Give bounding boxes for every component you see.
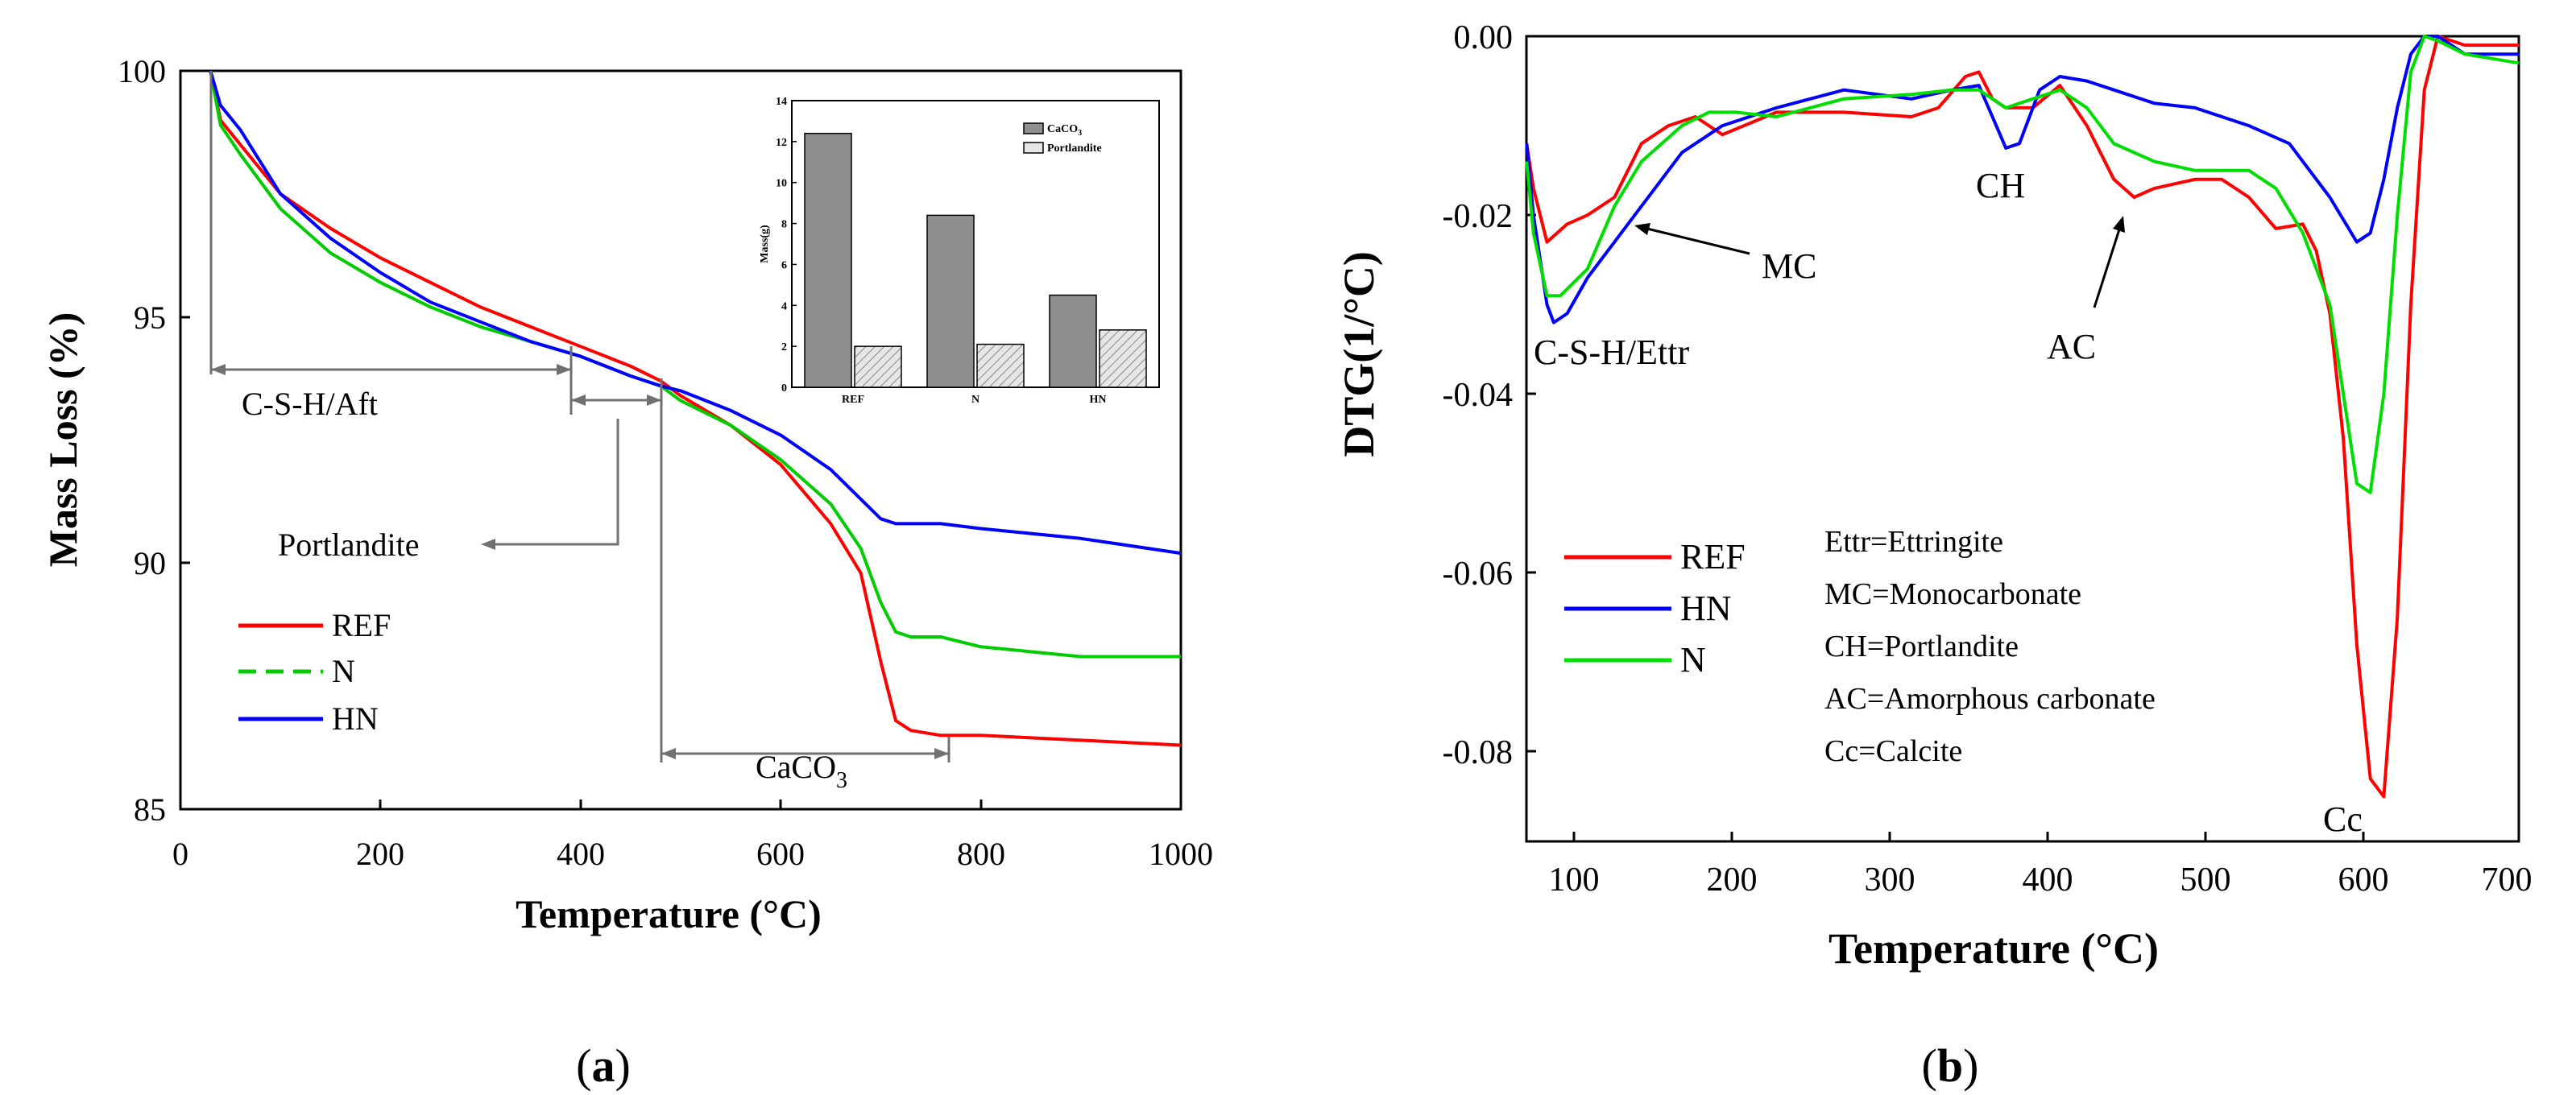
panel-a-x-tick-label: 400 (557, 836, 605, 872)
inset-y-tick-label: 12 (776, 137, 787, 149)
panel-b-x-tick-label: 600 (2338, 862, 2389, 899)
panel-b-x-tick-label: 200 (1707, 862, 1758, 899)
inset-y-tick-label: 6 (781, 259, 787, 271)
panel-a-plot-frame (179, 69, 1182, 811)
note-line: CH=Portlandite (1824, 630, 2019, 663)
panel-b-x-axis-title: Temperature (°C) (1828, 924, 2159, 973)
series-line-ref (1525, 35, 2519, 799)
panel-a-y-tick-label: 85 (134, 791, 166, 828)
panel-a-x-tick-label: 1000 (1149, 836, 1213, 872)
panel-b-y-axis: 0.00 -0.02 -0.04 -0.06 -0.08 (1443, 19, 1536, 771)
panel-b-series-group (1525, 35, 2520, 799)
series-line-hn (209, 70, 1182, 556)
annotation-cc: Cc (2323, 800, 2363, 839)
panel-a-annotations: C-S-H/Aft Portlandite CaCO3 (209, 71, 950, 793)
inset-y-tick-label: 4 (781, 300, 787, 312)
caption-b: (b) (1922, 1039, 1979, 1092)
panel-b: 100 200 300 400 500 600 700 0.00 -0.02 -… (1335, 19, 2533, 1092)
panel-a: 0 200 400 600 800 1000 85 90 95 100 Temp… (40, 53, 1213, 1092)
inset-legend-swatch-portlandite (1023, 142, 1044, 154)
panel-b-y-tick-label: 0.00 (1454, 19, 1514, 56)
inset-bar-n-caco3 (926, 214, 975, 388)
panel-b-x-tick-label: 100 (1549, 862, 1600, 899)
panel-a-legend: REF N HN (238, 607, 391, 737)
annotation-ch: CH (1976, 166, 2025, 205)
inset-y-tick-label: 14 (776, 96, 787, 108)
inset-category-label: HN (1090, 394, 1107, 406)
note-line: Cc=Calcite (1824, 734, 1962, 768)
panel-b-x-tick-label: 400 (2023, 862, 2073, 899)
panel-b-notes: Ettr=Ettringite MC=Monocarbonate CH=Port… (1824, 525, 2156, 768)
series-line-n (1525, 35, 2520, 494)
legend-label-hn: HN (1680, 589, 1732, 628)
annotation-caco3: CaCO3 (756, 749, 847, 793)
panel-b-y-axis-title: DTG(1/°C) (1335, 251, 1383, 457)
legend-label-ref: REF (332, 607, 391, 643)
inset-legend-label-portlandite: Portlandite (1047, 143, 1102, 155)
inset-y-tick-label: 2 (781, 341, 787, 353)
panel-b-y-tick-label: -0.08 (1443, 734, 1514, 771)
inset-y-axis: 0 2 4 6 8 10 12 14 (776, 96, 797, 395)
legend-label-ref: REF (1680, 537, 1746, 576)
panel-b-annotations: MC C-S-H/Ettr CH AC Cc (1534, 166, 2363, 839)
inset-bar-hn-portlandite (1099, 329, 1147, 388)
panel-b-y-tick-label: -0.02 (1443, 198, 1514, 235)
inset-y-tick-label: 10 (776, 178, 787, 190)
inset-bar-hn-caco3 (1049, 294, 1097, 388)
inset-y-tick-label: 0 (781, 382, 787, 395)
panel-a-x-tick-label: 0 (172, 836, 188, 872)
series-line-hn (1525, 35, 2519, 324)
inset-y-axis-title: Mass(g) (759, 225, 771, 263)
inset-bar-n-portlandite (976, 343, 1025, 388)
panel-a-y-axis: 85 90 95 100 (118, 53, 190, 828)
inset-category-label: REF (842, 394, 864, 406)
inset-frame (791, 100, 1160, 388)
annotation-portlandite: Portlandite (278, 527, 420, 563)
panel-b-x-tick-label: 300 (1865, 862, 1915, 899)
series-line-n (209, 70, 1181, 659)
note-line: MC=Monocarbonate (1824, 577, 2081, 611)
inset-legend-swatch-caco3 (1023, 122, 1044, 134)
annotation-csh-ettr: C-S-H/Ettr (1534, 333, 1689, 372)
panel-b-legend: REF HN N (1564, 537, 1746, 680)
panel-a-x-tick-label: 800 (957, 836, 1005, 872)
panel-a-series-group (209, 70, 1182, 747)
panel-a-y-tick-label: 95 (134, 300, 166, 336)
legend-label-hn: HN (332, 700, 379, 737)
inset-bars-group (804, 132, 1147, 388)
panel-b-y-tick-label: -0.04 (1443, 377, 1514, 414)
panel-b-x-tick-label: 500 (2180, 862, 2231, 899)
annotation-csh-aft: C-S-H/Aft (242, 386, 378, 422)
panel-a-x-tick-label: 600 (756, 836, 805, 872)
inset-y-tick-label: 8 (781, 219, 787, 231)
panel-b-x-axis: 100 200 300 400 500 600 700 (1549, 832, 2533, 899)
panel-b-x-tick-label: 700 (2482, 862, 2533, 899)
panel-a-y-tick-label: 100 (118, 53, 166, 89)
note-line: Ettr=Ettringite (1824, 525, 2003, 559)
panel-a-x-axis: 0 200 400 600 800 1000 (172, 800, 1213, 872)
panel-b-y-tick-label: -0.06 (1443, 556, 1514, 593)
note-line: AC=Amorphous carbonate (1824, 682, 2156, 716)
inset-category-label: N (971, 394, 979, 406)
panel-a-x-tick-label: 200 (356, 836, 404, 872)
legend-label-n: N (1680, 640, 1706, 680)
legend-label-n: N (332, 653, 355, 689)
annotation-mc: MC (1762, 246, 1816, 286)
inset-bar-ref-caco3 (804, 132, 852, 388)
panel-a-y-axis-title: Mass Loss (%) (40, 312, 85, 568)
inset-bar-ref-portlandite (854, 345, 902, 388)
caption-a: (a) (576, 1039, 631, 1092)
inset-bar-chart: 0 2 4 6 8 10 12 14 Mass(g) REF N HN CaCO3 Portl… (759, 96, 1160, 406)
annotation-ac: AC (2047, 327, 2096, 366)
inset-legend-label-caco3: CaCO3 (1047, 123, 1082, 138)
panel-b-plot-frame (1525, 35, 2520, 843)
panel-a-y-tick-label: 90 (134, 545, 166, 581)
panel-a-x-axis-title: Temperature (°C) (516, 891, 822, 936)
